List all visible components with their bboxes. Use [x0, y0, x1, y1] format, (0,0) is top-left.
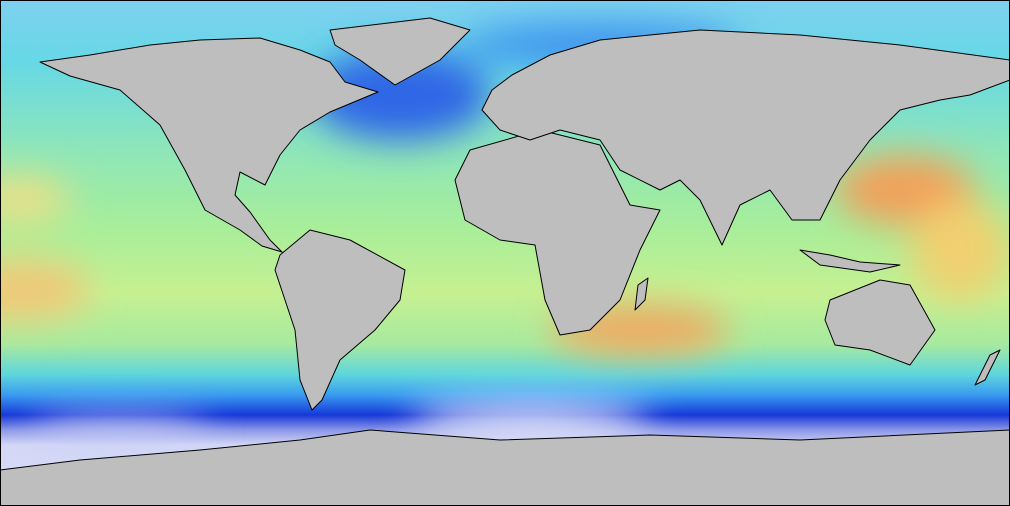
eurasia	[481, 29, 1010, 246]
south-america	[274, 229, 406, 411]
madagascar	[634, 277, 649, 311]
north-america	[39, 37, 379, 253]
greenland	[329, 17, 471, 86]
australia	[824, 279, 936, 366]
new-zealand	[974, 349, 1001, 386]
africa	[454, 129, 661, 336]
indonesia	[799, 249, 901, 273]
antarctica	[0, 429, 1010, 506]
